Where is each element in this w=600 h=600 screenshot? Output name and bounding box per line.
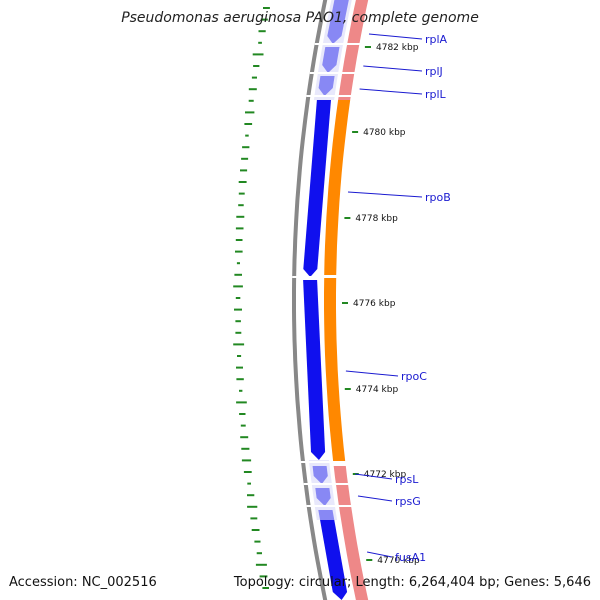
- gene-label: fusA1: [395, 551, 426, 564]
- gene-label: rplL: [425, 88, 447, 101]
- gene-label: rplJ: [425, 65, 443, 78]
- gene-labels: rplA rplJ rplL rpoB rpoC rpsL rpsG fusA1: [345, 33, 451, 564]
- accession-text: Accession: NC_002516: [9, 575, 157, 590]
- cds-feature-orange: [324, 100, 351, 275]
- gene-label: rpsG: [395, 495, 421, 508]
- gene-leader-line: [359, 88, 423, 95]
- scale-ticks: 4782 kbp 4780 kbp 4778 kbp 4776 kbp 4774 kbp…: [342, 43, 420, 566]
- topology-text: Topology: circular; Length: 6,264,404 bp…: [233, 575, 591, 590]
- gene-leader-line: [368, 33, 423, 40]
- gene-leader-line: [357, 495, 393, 502]
- scale-tick-label: 4776 kbp: [353, 299, 396, 309]
- scale-tick-label: 4770 kbp: [377, 556, 420, 566]
- cds-feature: [318, 510, 348, 600]
- scale-tick-label: 4774 kbp: [356, 385, 399, 395]
- cds-highlight-top: [313, 0, 352, 100]
- rna-feature-bottom: [333, 466, 369, 600]
- genome-backbone: [292, 0, 328, 600]
- scale-tick-label: 4782 kbp: [376, 43, 419, 53]
- gene-label: rplA: [425, 33, 448, 46]
- gene-label: rpsL: [395, 473, 419, 486]
- cds-feature: [303, 100, 331, 277]
- gene-label: rpoC: [401, 370, 427, 383]
- gene-label: rpoB: [425, 191, 451, 204]
- gc-skew-track: [233, 7, 270, 589]
- rna-feature-top: [338, 0, 369, 100]
- cds-feature: [303, 280, 326, 460]
- gene-leader-line: [367, 551, 393, 558]
- gene-leader-line: [363, 65, 423, 72]
- scale-tick-label: 4778 kbp: [355, 214, 398, 224]
- gene-leader-line: [345, 370, 399, 377]
- cds-highlight-bottom: [308, 460, 337, 520]
- gene-leader-line: [347, 191, 423, 198]
- scale-tick-label: 4772 kbp: [364, 470, 407, 480]
- scale-tick-label: 4780 kbp: [363, 128, 406, 138]
- map-title: Pseudomonas aeruginosa PAO1, complete ge…: [121, 10, 479, 26]
- gene-leader-line: [355, 473, 393, 480]
- cds-track-orange: [292, 0, 370, 600]
- cds-feature-orange: [324, 278, 346, 462]
